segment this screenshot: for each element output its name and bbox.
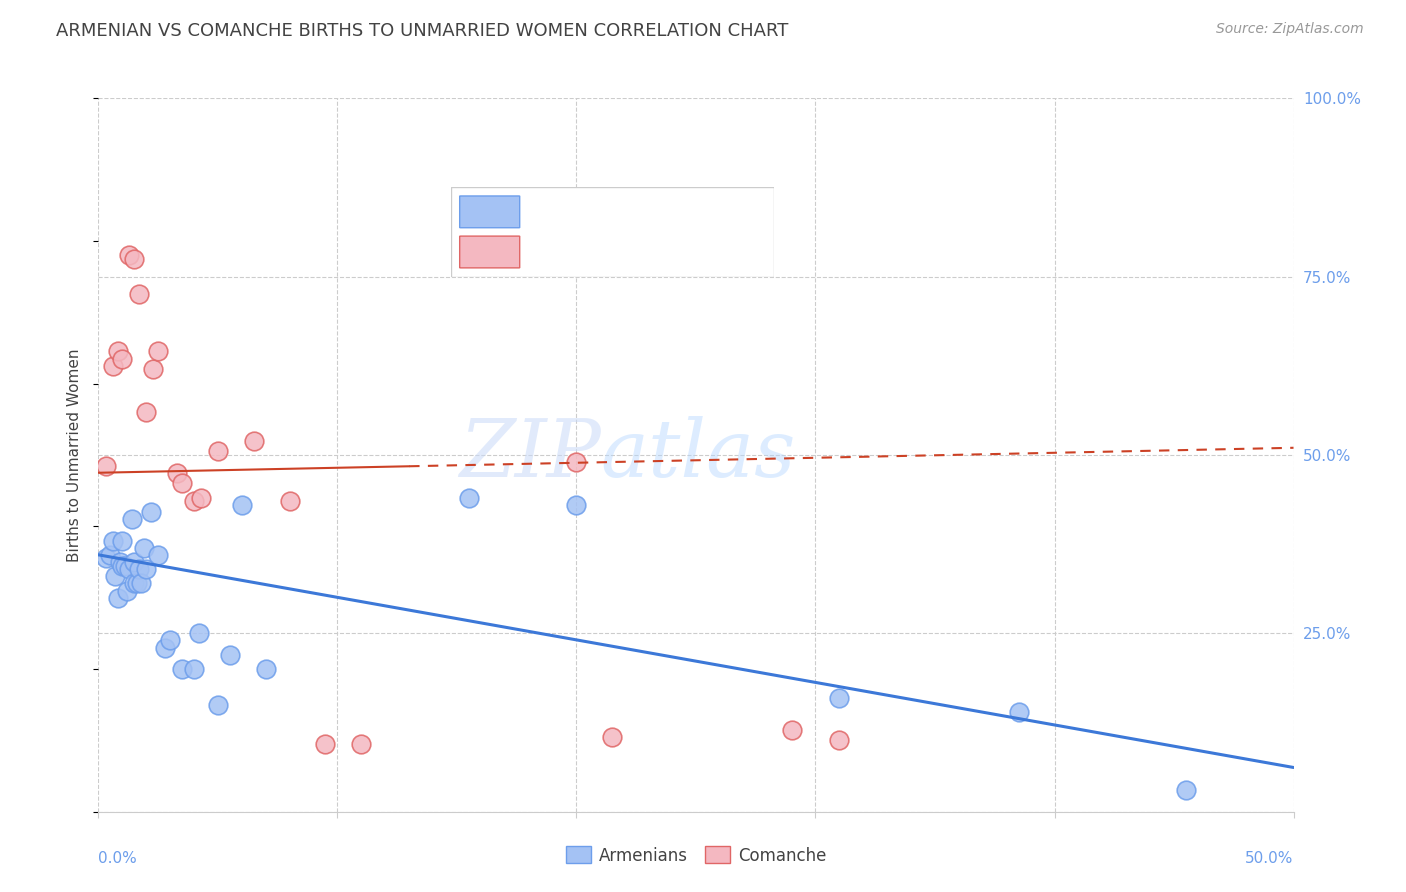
Point [148,344,170,359]
Point [111,558,134,573]
Point [780,723,803,737]
Point [207,444,229,458]
Point [350,737,373,751]
Point [243,434,266,448]
Text: ZIP: ZIP [458,417,600,493]
Point [155,640,177,655]
Point [159,633,181,648]
Legend: Armenians, Comanche: Armenians, Comanche [560,839,832,871]
Point [101,359,124,373]
Text: ARMENIAN VS COMANCHE BIRTHS TO UNMARRIED WOMEN CORRELATION CHART: ARMENIAN VS COMANCHE BIRTHS TO UNMARRIED… [56,22,789,40]
Text: 50.0%: 50.0% [1246,851,1294,866]
Point [172,476,194,491]
Text: 0.0%: 0.0% [98,851,138,866]
Point [183,662,205,676]
Point [142,362,165,376]
Point [828,733,851,747]
Point [135,562,157,576]
Point [602,730,624,744]
Point [128,562,150,576]
Point [104,569,127,583]
Point [124,555,146,569]
Point [132,541,155,555]
Point [458,491,481,505]
Point [115,583,138,598]
Point [107,591,129,605]
Point [207,698,229,712]
Point [94,458,117,473]
Point [124,576,146,591]
Point [108,555,131,569]
Point [101,533,124,548]
Text: atlas: atlas [600,417,796,493]
Point [254,662,277,676]
Point [98,548,122,562]
Point [128,287,150,301]
Text: Source: ZipAtlas.com: Source: ZipAtlas.com [1216,22,1364,37]
Point [172,662,194,676]
Point [828,690,851,705]
Point [278,494,301,508]
Point [131,576,153,591]
Point [565,498,588,512]
Point [125,576,148,591]
Point [135,405,157,419]
Point [219,648,242,662]
Point [118,248,141,262]
Point [565,455,588,469]
Point [190,491,212,505]
Point [111,351,134,366]
Point [166,466,188,480]
Point [124,252,146,266]
Point [148,548,170,562]
Point [183,494,205,508]
Point [118,562,141,576]
Point [1007,705,1029,719]
Point [121,512,143,526]
Point [187,626,209,640]
Point [1175,783,1198,797]
Point [315,737,337,751]
Point [481,237,505,252]
Point [231,498,253,512]
Y-axis label: Births to Unmarried Women: Births to Unmarried Women [67,348,83,562]
Point [139,505,162,519]
Point [107,344,129,359]
Point [94,551,117,566]
Point [114,558,136,573]
Point [111,533,134,548]
